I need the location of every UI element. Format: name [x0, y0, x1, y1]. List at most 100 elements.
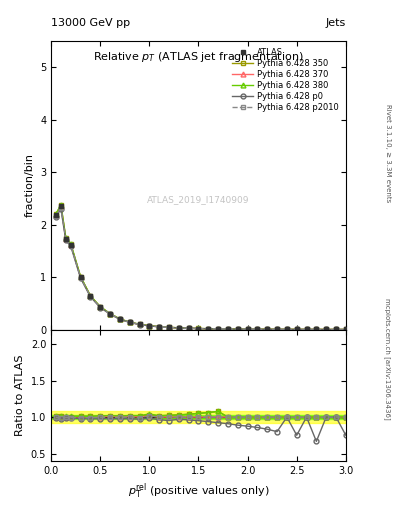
Pythia 6.428 370: [216, 326, 220, 332]
ATLAS: [343, 327, 348, 333]
Pythia 6.428 370: [88, 293, 93, 299]
Pythia 6.428 370: [78, 274, 83, 280]
Pythia 6.428 p0: [255, 326, 260, 332]
Pythia 6.428 380: [255, 326, 260, 332]
Pythia 6.428 370: [68, 242, 73, 248]
ATLAS: [127, 319, 132, 325]
Pythia 6.428 p0: [59, 206, 63, 212]
Pythia 6.428 370: [304, 326, 309, 332]
Pythia 6.428 350: [275, 326, 279, 332]
Pythia 6.428 380: [324, 327, 329, 333]
Pythia 6.428 350: [64, 235, 68, 241]
Pythia 6.428 350: [196, 326, 201, 332]
Pythia 6.428 370: [314, 326, 319, 332]
Pythia 6.428 p2010: [304, 326, 309, 332]
Pythia 6.428 350: [324, 327, 329, 333]
Pythia 6.428 p2010: [118, 316, 122, 322]
Pythia 6.428 350: [216, 326, 220, 332]
Pythia 6.428 p0: [53, 214, 59, 220]
Pythia 6.428 p0: [265, 326, 270, 332]
Pythia 6.428 350: [285, 326, 289, 332]
Pythia 6.428 p0: [176, 325, 181, 331]
Pythia 6.428 p0: [88, 294, 93, 300]
Pythia 6.428 p2010: [255, 326, 260, 332]
Pythia 6.428 380: [285, 326, 289, 332]
Pythia 6.428 370: [275, 326, 279, 332]
Pythia 6.428 p0: [167, 325, 171, 331]
Pythia 6.428 p2010: [294, 326, 299, 332]
Pythia 6.428 350: [304, 326, 309, 332]
Pythia 6.428 370: [147, 323, 152, 329]
Pythia 6.428 p0: [334, 327, 338, 333]
Pythia 6.428 p2010: [285, 326, 289, 332]
Pythia 6.428 370: [98, 304, 103, 310]
Pythia 6.428 380: [53, 210, 59, 217]
ATLAS: [186, 325, 191, 331]
Pythia 6.428 350: [88, 293, 93, 299]
ATLAS: [98, 304, 103, 310]
Pythia 6.428 p0: [343, 327, 348, 333]
Pythia 6.428 380: [226, 326, 230, 332]
Line: ATLAS: ATLAS: [53, 204, 348, 332]
Pythia 6.428 p2010: [157, 324, 162, 330]
Line: Pythia 6.428 350: Pythia 6.428 350: [53, 203, 348, 332]
Pythia 6.428 p2010: [186, 325, 191, 331]
ATLAS: [157, 324, 162, 330]
Pythia 6.428 350: [265, 326, 270, 332]
Pythia 6.428 370: [186, 325, 191, 331]
ATLAS: [314, 326, 319, 332]
Y-axis label: fraction/bin: fraction/bin: [24, 153, 35, 217]
Pythia 6.428 p2010: [64, 236, 68, 242]
Pythia 6.428 370: [245, 326, 250, 332]
Pythia 6.428 p0: [64, 237, 68, 243]
ATLAS: [304, 326, 309, 332]
Pythia 6.428 350: [206, 326, 211, 332]
Line: Pythia 6.428 p2010: Pythia 6.428 p2010: [53, 205, 348, 332]
Pythia 6.428 350: [108, 310, 112, 316]
Text: mcplots.cern.ch [arXiv:1306.3436]: mcplots.cern.ch [arXiv:1306.3436]: [384, 297, 391, 419]
Pythia 6.428 p0: [127, 319, 132, 326]
Pythia 6.428 350: [255, 326, 260, 332]
Pythia 6.428 p0: [78, 275, 83, 281]
Pythia 6.428 p0: [206, 326, 211, 332]
Pythia 6.428 380: [235, 326, 240, 332]
Pythia 6.428 380: [118, 316, 122, 322]
ATLAS: [216, 326, 220, 332]
Pythia 6.428 350: [226, 326, 230, 332]
Pythia 6.428 380: [343, 327, 348, 333]
Pythia 6.428 p2010: [53, 212, 59, 219]
Pythia 6.428 p0: [226, 326, 230, 332]
ATLAS: [294, 326, 299, 332]
Pythia 6.428 370: [59, 203, 63, 209]
Pythia 6.428 350: [167, 324, 171, 330]
Line: Pythia 6.428 380: Pythia 6.428 380: [53, 202, 348, 332]
ATLAS: [206, 326, 211, 332]
Pythia 6.428 p0: [118, 316, 122, 323]
Pythia 6.428 p2010: [98, 304, 103, 310]
Pythia 6.428 350: [294, 326, 299, 332]
Pythia 6.428 370: [196, 326, 201, 332]
Pythia 6.428 350: [245, 326, 250, 332]
Pythia 6.428 380: [127, 319, 132, 325]
ATLAS: [196, 326, 201, 332]
Pythia 6.428 370: [167, 324, 171, 330]
Pythia 6.428 350: [186, 325, 191, 331]
Pythia 6.428 350: [334, 327, 338, 333]
Legend: ATLAS, Pythia 6.428 350, Pythia 6.428 370, Pythia 6.428 380, Pythia 6.428 p0, Py: ATLAS, Pythia 6.428 350, Pythia 6.428 37…: [230, 45, 342, 115]
Pythia 6.428 p2010: [108, 311, 112, 317]
Pythia 6.428 p2010: [127, 319, 132, 325]
Pythia 6.428 p0: [108, 311, 112, 317]
Pythia 6.428 380: [137, 321, 142, 327]
ATLAS: [275, 326, 279, 332]
Pythia 6.428 p0: [68, 243, 73, 249]
Bar: [51, 415, 346, 419]
Pythia 6.428 370: [176, 325, 181, 331]
ATLAS: [334, 327, 338, 333]
Pythia 6.428 p2010: [314, 326, 319, 332]
Pythia 6.428 370: [334, 327, 338, 333]
Pythia 6.428 370: [235, 326, 240, 332]
Pythia 6.428 p0: [314, 327, 319, 333]
ATLAS: [265, 326, 270, 332]
Pythia 6.428 p0: [186, 325, 191, 331]
Pythia 6.428 370: [64, 236, 68, 242]
